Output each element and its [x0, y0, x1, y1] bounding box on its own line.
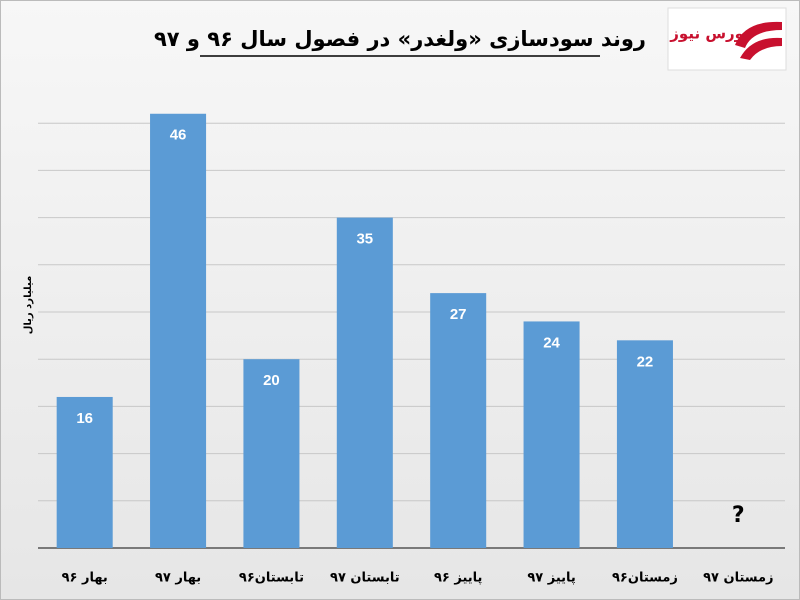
x-tick-label: تابستان۹۶ — [239, 571, 304, 586]
bar — [56, 396, 113, 548]
value-label: 16 — [76, 410, 93, 427]
logo: بورس نیوز — [667, 7, 787, 71]
logo-swoosh — [735, 21, 782, 48]
value-label: 24 — [543, 334, 560, 351]
logo-swoosh — [740, 37, 782, 60]
bar — [523, 321, 580, 548]
value-label: 22 — [637, 353, 654, 370]
value-label: 46 — [170, 127, 187, 144]
bar — [336, 217, 393, 548]
value-label: ? — [732, 503, 745, 528]
bar — [243, 359, 300, 548]
logo-text: بورس نیوز — [669, 25, 749, 43]
x-tick-label: بهار ۹۶ — [62, 571, 108, 586]
value-label: 35 — [356, 231, 373, 248]
bar — [616, 340, 673, 548]
x-tick-label: پاییز ۹۷ — [527, 571, 575, 586]
y-axis-label: میلیارد ریال — [23, 276, 34, 335]
value-label: 27 — [450, 306, 467, 323]
bar — [150, 113, 207, 548]
x-tick-label: زمستان ۹۷ — [703, 571, 773, 586]
x-tick-label: تابستان ۹۷ — [330, 571, 400, 586]
x-tick-label: زمستان۹۶ — [612, 571, 678, 586]
x-tick-label: بهار ۹۷ — [155, 571, 201, 586]
chart-title: روند سودسازی «ولغدر» در فصول سال ۹۶ و ۹۷ — [154, 27, 646, 51]
x-tick-label: پاییز ۹۶ — [434, 571, 482, 586]
bar — [430, 293, 487, 548]
value-label: 20 — [263, 372, 280, 389]
